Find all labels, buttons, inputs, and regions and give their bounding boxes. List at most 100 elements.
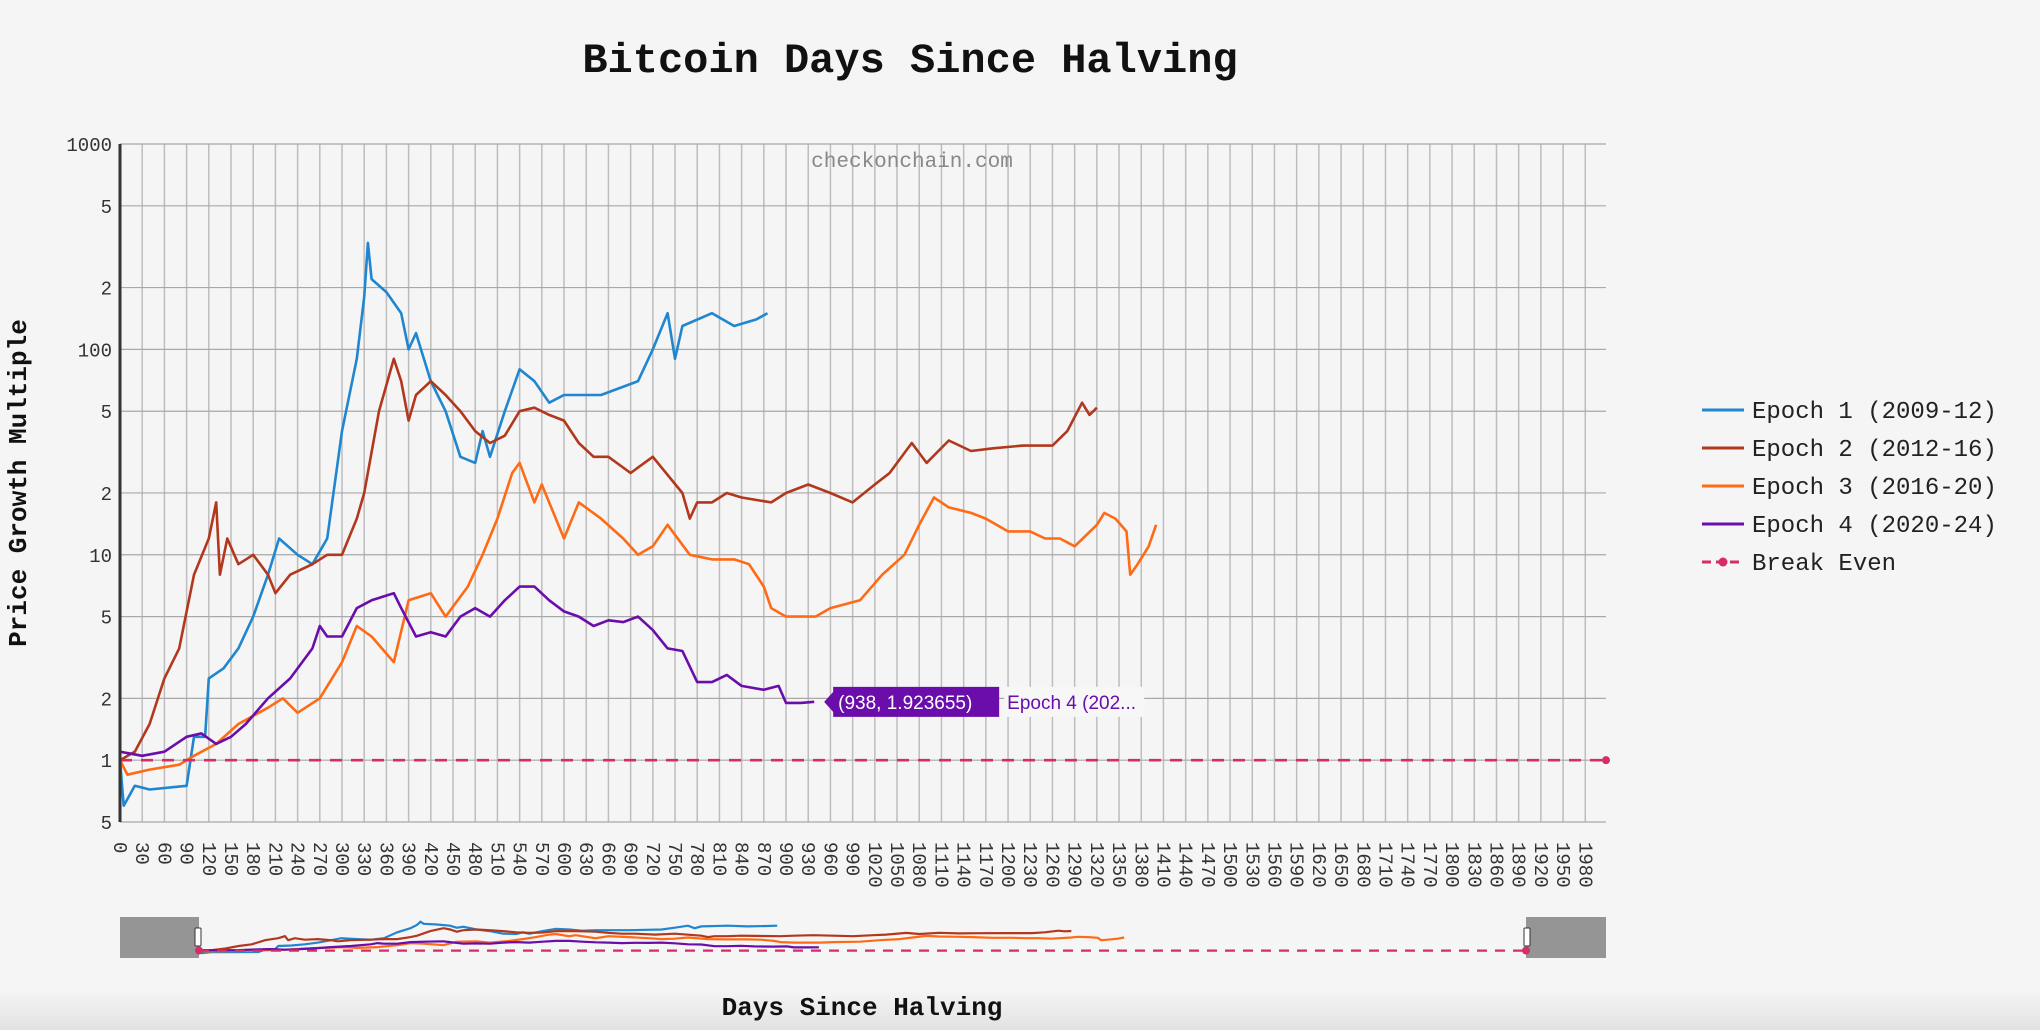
y-tick-label: 5 [101,813,112,835]
x-tick-label: 1800 [1440,842,1462,888]
tooltip-value: (938, 1.923655) [838,693,972,714]
tooltip-name-bg [1004,686,1145,717]
x-tick-label: 1530 [1240,842,1262,888]
range-handle-left[interactable] [194,927,202,947]
x-tick-label: 120 [197,842,219,876]
break-even-marker [1602,756,1610,765]
y-tick-label: 10 [89,546,112,568]
series-line-4[interactable] [119,585,815,758]
y-tick-label: 5 [101,402,112,424]
x-tick-label: 1350 [1107,842,1129,888]
x-tick-label: 450 [441,842,463,876]
y-tick-label: 1 [101,751,112,773]
series-line-3[interactable] [118,461,1158,777]
x-tick-label: 180 [241,842,263,876]
x-tick-label: 630 [574,842,596,876]
slider-series-3 [198,932,1125,953]
x-tick-label: 1680 [1351,842,1373,888]
x-tick-label: 270 [308,842,330,876]
legend-label: Break Even [1752,551,1896,578]
x-tick-label: 900 [774,842,796,876]
x-tick-label: 60 [152,842,174,865]
x-tick-label: 1080 [907,842,929,888]
slider-marker [1522,946,1530,955]
x-tick-label: 360 [374,842,396,876]
tooltip-series-name: Epoch 4 (202... [1007,693,1136,714]
x-tick-label: 1050 [885,842,907,888]
legend-label: Epoch 2 (2012-16) [1752,437,1997,464]
x-tick-label: 1500 [1218,842,1240,888]
x-tick-label: 1200 [996,842,1018,888]
bottom-shadow [0,990,2040,1030]
x-tick-label: 540 [508,842,530,876]
x-tick-label: 870 [752,842,774,876]
range-mask-left [120,917,199,958]
x-tick-label: 660 [596,842,618,876]
x-tick-label: 1170 [974,842,996,888]
x-tick-label: 1890 [1507,842,1529,888]
x-tick-label: 780 [685,842,707,876]
x-tick-label: 1140 [952,842,974,888]
x-tick-label: 1650 [1329,842,1351,888]
series-line-2[interactable] [119,357,1098,762]
x-tick-label: 1230 [1018,842,1040,888]
y-tick-label: 2 [101,689,112,711]
x-tick-label: 1830 [1462,842,1484,888]
y-tick-label: 2 [101,279,112,301]
x-tick-label: 1410 [1151,842,1173,888]
x-tick-label: 1980 [1573,842,1595,888]
series-line-1[interactable] [118,241,769,808]
x-tick-label: 480 [463,842,485,876]
tooltip-box [824,686,1000,717]
x-tick-label: 1470 [1196,842,1218,888]
x-tick-label: 1710 [1373,842,1395,888]
x-tick-label: 420 [419,842,441,876]
x-tick-label: 30 [130,842,152,865]
x-axis: 0 30 60 90 120 150 180 210 240 270 300 330 360 390 420… [108,842,1595,888]
x-axis-title: Days Since Halving [722,993,1003,1023]
x-tick-label: 690 [619,842,641,876]
x-tick-label: 1380 [1129,842,1151,888]
legend-label: Epoch 1 (2009-12) [1752,399,1997,426]
legend-label: Epoch 3 (2016-20) [1752,475,1997,502]
range-slider[interactable] [120,917,1606,958]
legend-item-5[interactable]: Break Even [1702,551,1896,578]
watermark: checkonchain.com [811,151,1013,174]
x-tick-label: 390 [397,842,419,876]
y-tick-label: 100 [78,340,112,362]
x-tick-label: 930 [796,842,818,876]
x-tick-label: 1260 [1040,842,1062,888]
slider-marker [195,946,203,955]
x-tick-label: 1320 [1085,842,1107,888]
x-tick-label: 840 [730,842,752,876]
legend: Epoch 1 (2009-12) Epoch 2 (2012-16) Epoch … [1702,399,1997,578]
legend-label: Epoch 4 (2020-24) [1752,513,1997,540]
legend-item-2[interactable]: Epoch 2 (2012-16) [1702,437,1997,464]
range-handle-right[interactable] [1523,927,1531,947]
x-tick-label: 1950 [1551,842,1573,888]
x-tick-label: 810 [707,842,729,876]
legend-item-3[interactable]: Epoch 3 (2016-20) [1702,475,1997,502]
hover-tooltip: (938, 1.923655) Epoch 4 (202... [824,686,1145,717]
x-tick-label: 960 [818,842,840,876]
x-tick-label: 1590 [1285,842,1307,888]
x-tick-label: 240 [286,842,308,876]
y-tick-label: 5 [101,608,112,630]
legend-item-1[interactable]: Epoch 1 (2009-12) [1702,399,1997,426]
x-tick-label: 210 [263,842,285,876]
y-tick-label: 5 [101,197,112,219]
x-tick-label: 750 [663,842,685,876]
x-tick-label: 150 [219,842,241,876]
x-tick-label: 1860 [1484,842,1506,888]
plot-area[interactable] [118,241,1610,808]
slider-series-2 [198,927,1072,952]
range-mask-right [1526,917,1606,958]
x-tick-label: 330 [352,842,374,876]
chart-title: Bitcoin Days Since Halving [582,37,1237,85]
y-axis: 1000 5 2 100 5 2 10 5 2 1 5 [66,135,112,835]
legend-item-4[interactable]: Epoch 4 (2020-24) [1702,513,1997,540]
y-tick-label: 2 [101,484,112,506]
x-tick-label: 1110 [929,842,951,888]
x-tick-label: 1020 [863,842,885,888]
legend-marker [1718,557,1728,567]
